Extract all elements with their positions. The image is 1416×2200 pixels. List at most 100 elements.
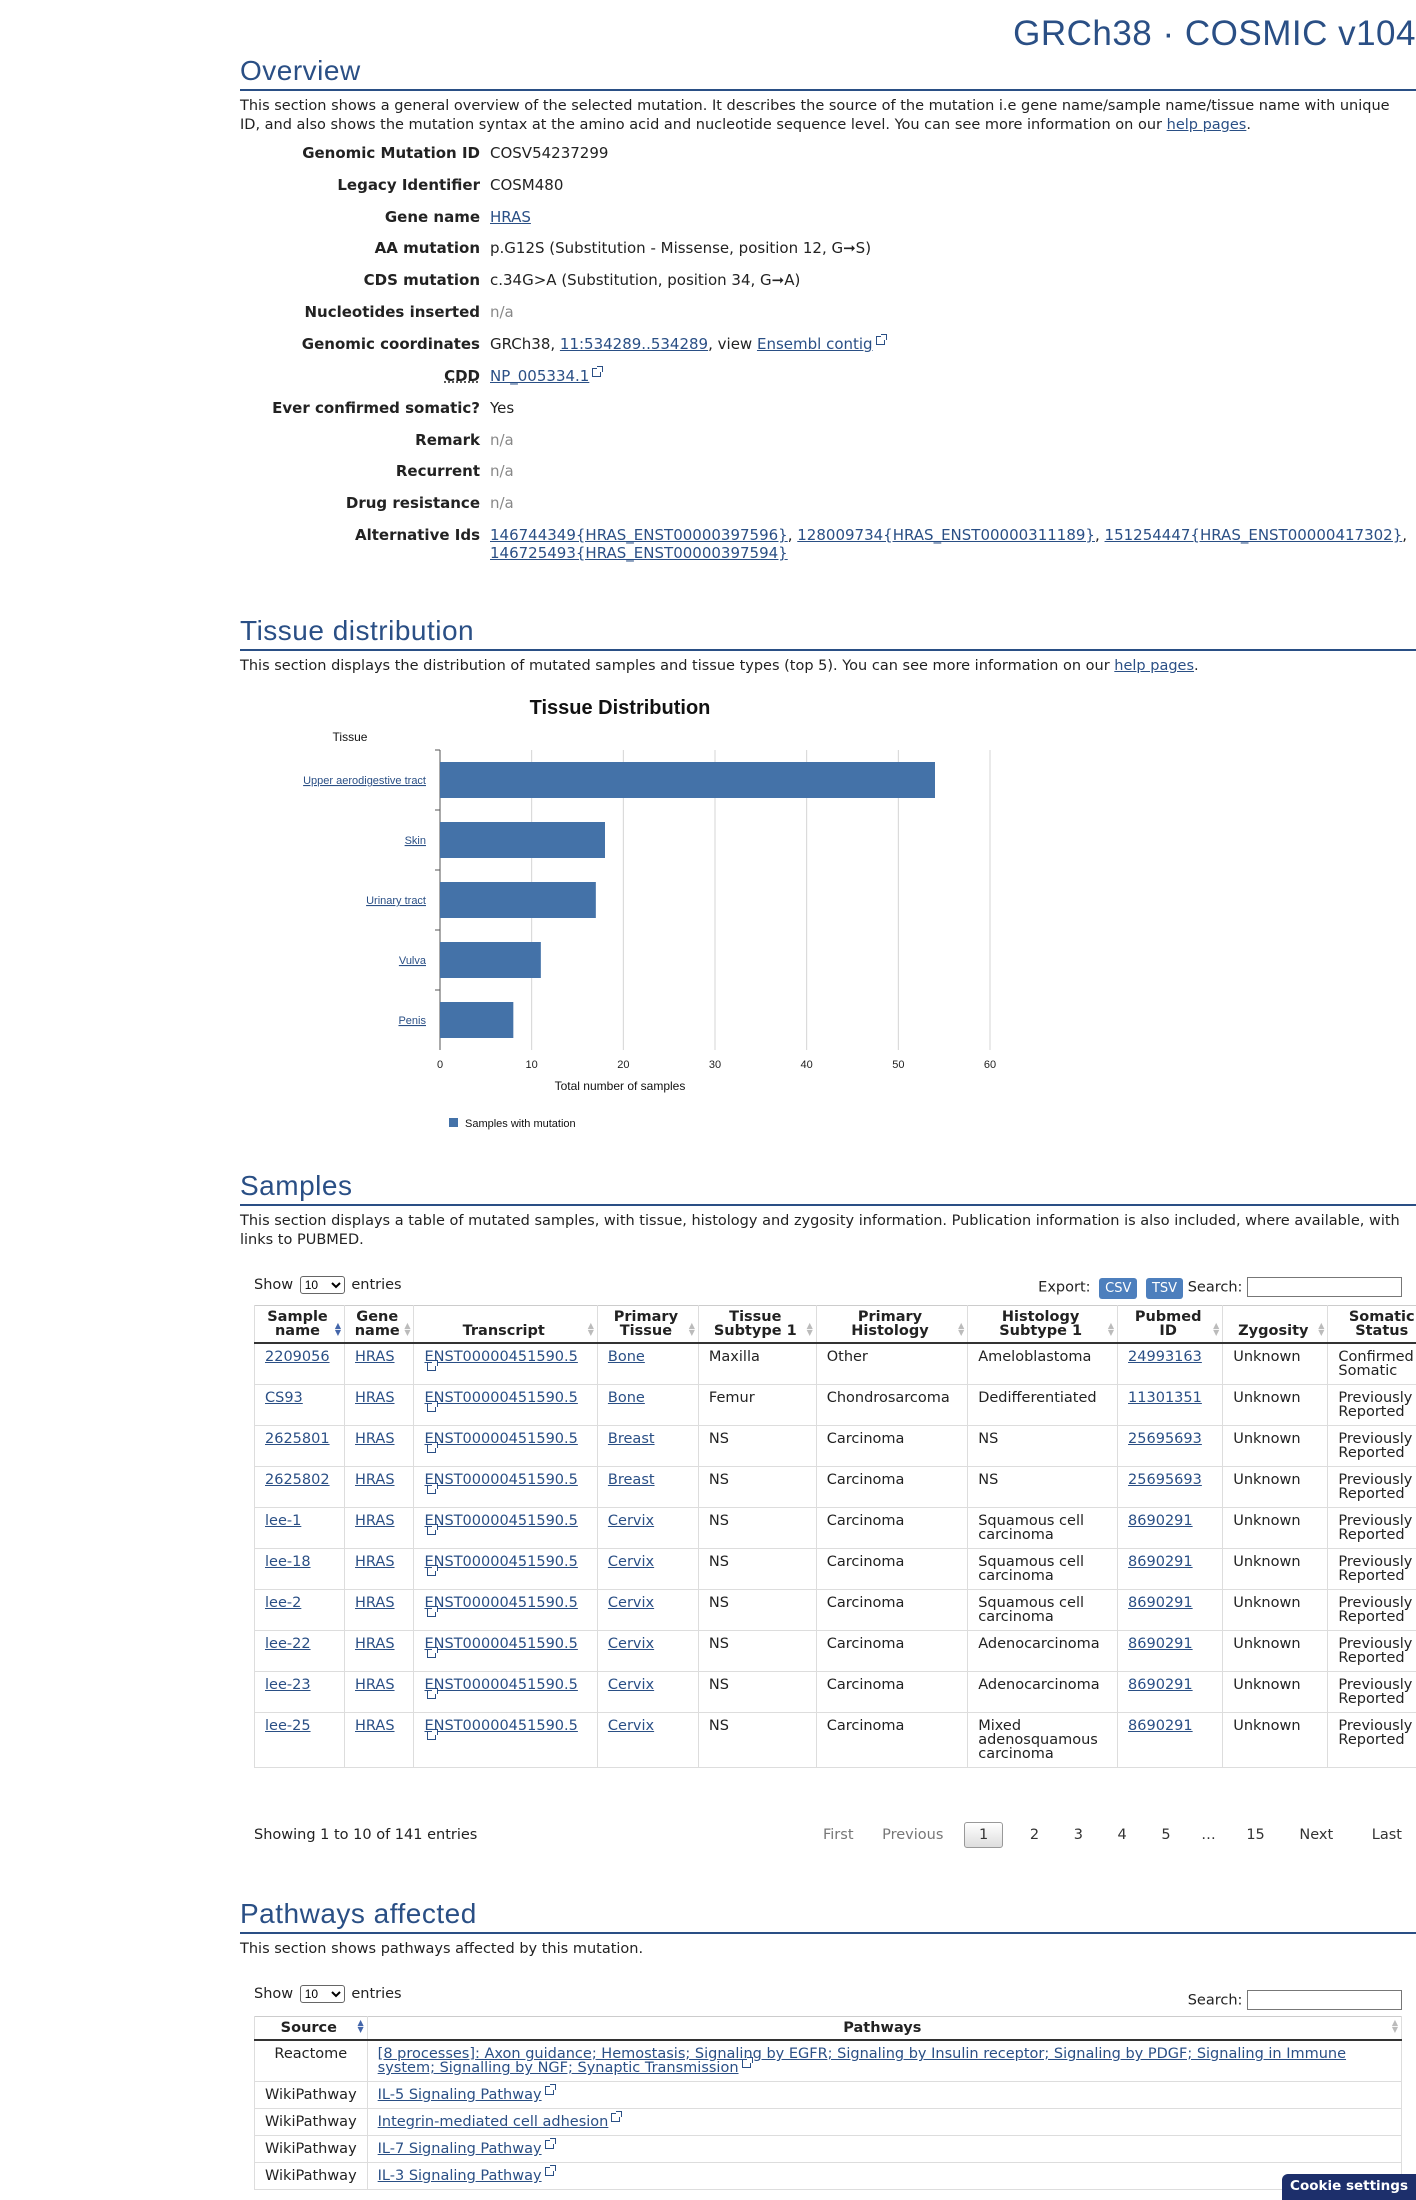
category-label-link[interactable]: Skin bbox=[405, 835, 426, 847]
cell-link[interactable]: Breast bbox=[608, 1472, 655, 1488]
pathways-entries-select[interactable]: 10 bbox=[300, 1985, 345, 2003]
cell-link[interactable]: HRAS bbox=[355, 1431, 395, 1447]
cell-link[interactable]: lee-18 bbox=[265, 1554, 311, 1570]
alt-id-link[interactable]: 151254447{HRAS_ENST00000417302} bbox=[1105, 526, 1403, 544]
pager-page-4[interactable]: 4 bbox=[1118, 1823, 1127, 1847]
tissue-help-link[interactable]: help pages bbox=[1114, 658, 1194, 674]
column-header[interactable]: Primary Tissue ▲ ▼ bbox=[597, 1306, 698, 1344]
category-label-link[interactable]: Penis bbox=[398, 1015, 426, 1027]
cell-link[interactable]: 8690291 bbox=[1128, 1718, 1193, 1734]
cell-link[interactable]: 8690291 bbox=[1128, 1677, 1193, 1693]
cell-link[interactable]: ENST00000451590.5 bbox=[424, 1472, 577, 1488]
export-tsv-button[interactable]: TSV bbox=[1146, 1278, 1183, 1299]
category-label-link[interactable]: Upper aerodigestive tract bbox=[303, 775, 426, 787]
samples-entries-select[interactable]: 10 bbox=[300, 1276, 345, 1294]
cell-link[interactable]: lee-1 bbox=[265, 1513, 301, 1529]
column-header[interactable]: Zygosity ▲ ▼ bbox=[1223, 1306, 1328, 1344]
table-cell: Carcinoma bbox=[816, 1590, 968, 1631]
cell-link[interactable]: ENST00000451590.5 bbox=[424, 1513, 577, 1529]
cell-link[interactable]: 2625801 bbox=[265, 1431, 330, 1447]
cell-link[interactable]: Cervix bbox=[608, 1677, 654, 1693]
cell-link[interactable]: Cervix bbox=[608, 1718, 654, 1734]
cell-link[interactable]: 8690291 bbox=[1128, 1513, 1193, 1529]
column-header[interactable]: Tissue Subtype 1 ▲ ▼ bbox=[698, 1306, 816, 1344]
cell-link[interactable]: ENST00000451590.5 bbox=[424, 1636, 577, 1652]
cell-link[interactable]: Cervix bbox=[608, 1595, 654, 1611]
pager-page-15[interactable]: 15 bbox=[1246, 1823, 1264, 1847]
pager-page-3[interactable]: 3 bbox=[1074, 1823, 1083, 1847]
pathway-link[interactable]: [8 processes]: Axon guidance; Hemostasis… bbox=[378, 2046, 1346, 2076]
pager-first[interactable]: First bbox=[823, 1823, 854, 1847]
column-header[interactable]: Transcript ▲ ▼ bbox=[414, 1306, 597, 1344]
cell-link[interactable]: 8690291 bbox=[1128, 1636, 1193, 1652]
cell-link[interactable]: ENST00000451590.5 bbox=[424, 1718, 577, 1734]
cell-link[interactable]: HRAS bbox=[355, 1554, 395, 1570]
coords-link[interactable]: 11:534289..534289 bbox=[560, 335, 708, 353]
cell-link[interactable]: 2209056 bbox=[265, 1349, 330, 1365]
cell-link[interactable]: HRAS bbox=[355, 1349, 395, 1365]
cdd-link[interactable]: NP_005334.1 bbox=[490, 367, 589, 385]
cell-link[interactable]: lee-25 bbox=[265, 1718, 311, 1734]
cell-link[interactable]: ENST00000451590.5 bbox=[424, 1431, 577, 1447]
cell-link[interactable]: 25695693 bbox=[1128, 1472, 1202, 1488]
cell-link[interactable]: Bone bbox=[608, 1390, 645, 1406]
cell-link[interactable]: 2625802 bbox=[265, 1472, 330, 1488]
cell-link[interactable]: HRAS bbox=[355, 1390, 395, 1406]
cell-link[interactable]: HRAS bbox=[355, 1472, 395, 1488]
cell-link[interactable]: 8690291 bbox=[1128, 1554, 1193, 1570]
pager-page-1[interactable]: 1 bbox=[964, 1822, 1003, 1848]
samples-search-input[interactable] bbox=[1247, 1277, 1402, 1297]
pager-last[interactable]: Last bbox=[1372, 1823, 1402, 1847]
column-header[interactable]: Source ▲ ▼ bbox=[255, 2017, 368, 2041]
alt-id-link[interactable]: 146725493{HRAS_ENST00000397594} bbox=[490, 544, 788, 562]
cookie-settings-button[interactable]: Cookie settings bbox=[1282, 2174, 1416, 2200]
category-label-link[interactable]: Vulva bbox=[399, 955, 427, 967]
cell-link[interactable]: HRAS bbox=[355, 1595, 395, 1611]
column-header[interactable]: Histology Subtype 1 ▲ ▼ bbox=[968, 1306, 1118, 1344]
alt-id-link[interactable]: 128009734{HRAS_ENST00000311189} bbox=[797, 526, 1095, 544]
pager-page-5[interactable]: 5 bbox=[1161, 1823, 1170, 1847]
pathway-link[interactable]: IL-7 Signaling Pathway bbox=[378, 2141, 542, 2157]
alt-id-link[interactable]: 146744349{HRAS_ENST00000397596} bbox=[490, 526, 788, 544]
cell-link[interactable]: HRAS bbox=[355, 1718, 395, 1734]
cell-link[interactable]: CS93 bbox=[265, 1390, 303, 1406]
cell-link[interactable]: HRAS bbox=[355, 1636, 395, 1652]
category-label-link[interactable]: Urinary tract bbox=[366, 895, 426, 907]
cell-link[interactable]: 24993163 bbox=[1128, 1349, 1202, 1365]
pager-previous[interactable]: Previous bbox=[882, 1823, 943, 1847]
export-csv-button[interactable]: CSV bbox=[1099, 1278, 1137, 1299]
cell-link[interactable]: Cervix bbox=[608, 1636, 654, 1652]
column-header[interactable]: Sample name ▲ ▼ bbox=[255, 1306, 345, 1344]
overview-help-link[interactable]: help pages bbox=[1167, 117, 1247, 133]
column-header[interactable]: Pathways ▲ ▼ bbox=[367, 2017, 1401, 2041]
gene-name-link[interactable]: HRAS bbox=[490, 208, 531, 226]
cell-link[interactable]: Cervix bbox=[608, 1513, 654, 1529]
pathways-search-input[interactable] bbox=[1247, 1990, 1402, 2010]
cell-link[interactable]: HRAS bbox=[355, 1677, 395, 1693]
cell-link[interactable]: ENST00000451590.5 bbox=[424, 1349, 577, 1365]
cell-link[interactable]: 25695693 bbox=[1128, 1431, 1202, 1447]
ensembl-contig-link[interactable]: Ensembl contig bbox=[757, 335, 873, 353]
cell-link[interactable]: HRAS bbox=[355, 1513, 395, 1529]
cell-link[interactable]: 11301351 bbox=[1128, 1390, 1202, 1406]
cell-link[interactable]: ENST00000451590.5 bbox=[424, 1677, 577, 1693]
cell-link[interactable]: Cervix bbox=[608, 1554, 654, 1570]
cell-link[interactable]: Bone bbox=[608, 1349, 645, 1365]
cell-link[interactable]: ENST00000451590.5 bbox=[424, 1554, 577, 1570]
pager-next[interactable]: Next bbox=[1299, 1823, 1333, 1847]
column-header[interactable]: Somatic Status▲▼ bbox=[1328, 1306, 1416, 1344]
column-header[interactable]: Gene name ▲ ▼ bbox=[345, 1306, 414, 1344]
pathway-link[interactable]: IL-3 Signaling Pathway bbox=[378, 2168, 542, 2184]
column-header[interactable]: Primary Histology ▲ ▼ bbox=[816, 1306, 968, 1344]
cell-link[interactable]: Breast bbox=[608, 1431, 655, 1447]
cell-link[interactable]: lee-23 bbox=[265, 1677, 311, 1693]
cell-link[interactable]: ENST00000451590.5 bbox=[424, 1390, 577, 1406]
pathway-link[interactable]: Integrin-mediated cell adhesion bbox=[378, 2114, 609, 2130]
cell-link[interactable]: lee-22 bbox=[265, 1636, 311, 1652]
cell-link[interactable]: lee-2 bbox=[265, 1595, 301, 1611]
pager-page-2[interactable]: 2 bbox=[1030, 1823, 1039, 1847]
cell-link[interactable]: ENST00000451590.5 bbox=[424, 1595, 577, 1611]
column-header[interactable]: Pubmed ID ▲ ▼ bbox=[1118, 1306, 1223, 1344]
cell-link[interactable]: 8690291 bbox=[1128, 1595, 1193, 1611]
pathway-link[interactable]: IL-5 Signaling Pathway bbox=[378, 2087, 542, 2103]
